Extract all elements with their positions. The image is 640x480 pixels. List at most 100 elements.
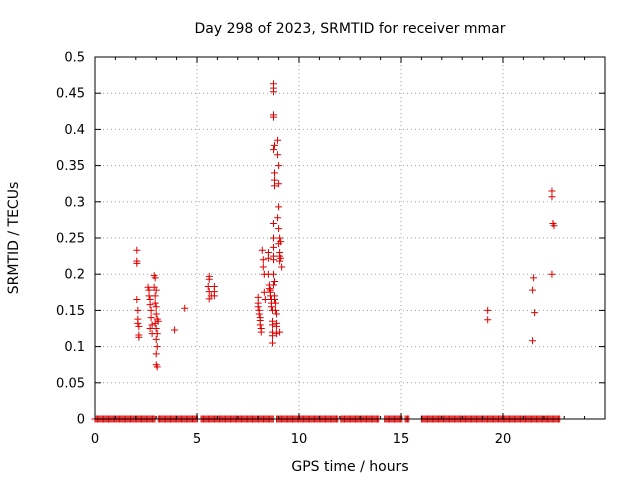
data-point (134, 319, 142, 327)
data-point (275, 225, 283, 233)
data-point (484, 306, 492, 314)
data-point (133, 259, 141, 267)
data-point (270, 113, 277, 121)
data-point (205, 295, 213, 303)
y-axis-label: SRMTID / TECUs (6, 182, 22, 295)
data-point (153, 330, 161, 338)
data-point (254, 303, 262, 311)
data-point (274, 151, 282, 159)
data-point (273, 322, 281, 330)
data-point (529, 286, 537, 294)
grid-lines (95, 57, 605, 419)
data-point (276, 257, 284, 265)
data-point (133, 296, 141, 304)
data-point (151, 319, 159, 327)
data-points (91, 80, 564, 423)
data-point (135, 322, 143, 330)
data-point (147, 306, 155, 314)
y-tick-label: 0.5 (64, 51, 85, 66)
data-point (152, 335, 160, 343)
data-point (205, 275, 213, 283)
data-point (277, 254, 285, 262)
data-point (210, 292, 218, 300)
data-point (270, 243, 277, 251)
data-point (530, 274, 538, 282)
data-point (257, 328, 265, 336)
y-tick-label: 0.2 (64, 268, 85, 283)
data-point (274, 214, 282, 222)
data-point (548, 270, 556, 278)
data-point (531, 309, 539, 317)
data-point (135, 333, 143, 341)
data-point (529, 337, 537, 345)
data-point (272, 299, 280, 307)
data-point (270, 234, 277, 242)
data-point (265, 285, 273, 293)
data-point (277, 238, 285, 246)
data-point (271, 169, 279, 177)
data-point (146, 301, 154, 309)
axes: 0 0.05 0.1 0.15 0.2 0.25 0.3 0.35 0.4 0.45 0.5 0 5 10… (56, 51, 606, 447)
x-tick-label: 15 (393, 432, 410, 447)
data-point (171, 326, 179, 334)
data-point (276, 328, 284, 336)
y-tick-label: 0.45 (56, 87, 85, 102)
data-point (270, 146, 277, 154)
data-point (270, 256, 277, 264)
data-point (152, 325, 160, 332)
data-point (484, 316, 492, 324)
data-point (550, 222, 558, 230)
data-point (270, 270, 277, 278)
data-point (273, 310, 281, 318)
x-tick-label: 5 (193, 432, 201, 447)
data-point (151, 299, 159, 307)
data-point (145, 292, 153, 300)
data-point (276, 234, 284, 242)
data-point (272, 306, 280, 314)
data-point (271, 182, 279, 190)
data-point (181, 304, 189, 312)
data-point (153, 343, 161, 351)
x-tick-label: 20 (495, 432, 512, 447)
x-axis-label: GPS time / hours (291, 459, 408, 475)
data-point (151, 292, 159, 300)
data-point (268, 332, 276, 340)
y-tick-label: 0.3 (64, 195, 85, 210)
data-point (255, 310, 263, 318)
data-point (271, 296, 279, 304)
data-point (152, 350, 160, 358)
y-tick-label: 0.05 (56, 376, 85, 391)
data-point (134, 306, 142, 314)
data-point (151, 274, 159, 282)
data-point (133, 246, 141, 254)
y-tick-label: 0.15 (56, 304, 85, 319)
data-point (152, 286, 160, 294)
data-point (267, 303, 275, 311)
data-point (278, 263, 286, 271)
y-tick-label: 0.4 (64, 123, 85, 138)
x-tick-label: 10 (291, 432, 308, 447)
data-point (270, 281, 277, 289)
data-point (146, 325, 154, 332)
y-tick-label: 0 (77, 413, 85, 428)
data-point (275, 162, 283, 170)
data-point (264, 254, 272, 262)
data-point (275, 180, 283, 188)
data-point (274, 136, 282, 144)
y-tick-label: 0.1 (64, 340, 85, 355)
data-point (271, 141, 279, 149)
data-point (144, 283, 152, 291)
data-point (268, 321, 276, 329)
x-tick-label: 0 (91, 432, 99, 447)
data-point (204, 283, 212, 291)
data-point (270, 220, 277, 228)
y-tick-label: 0.25 (56, 232, 85, 247)
data-point (258, 246, 266, 254)
y-tick-label: 0.35 (56, 159, 85, 174)
data-point (268, 339, 276, 347)
data-point (256, 321, 264, 329)
data-point (152, 310, 160, 318)
data-point (148, 321, 156, 329)
data-point (270, 88, 277, 96)
